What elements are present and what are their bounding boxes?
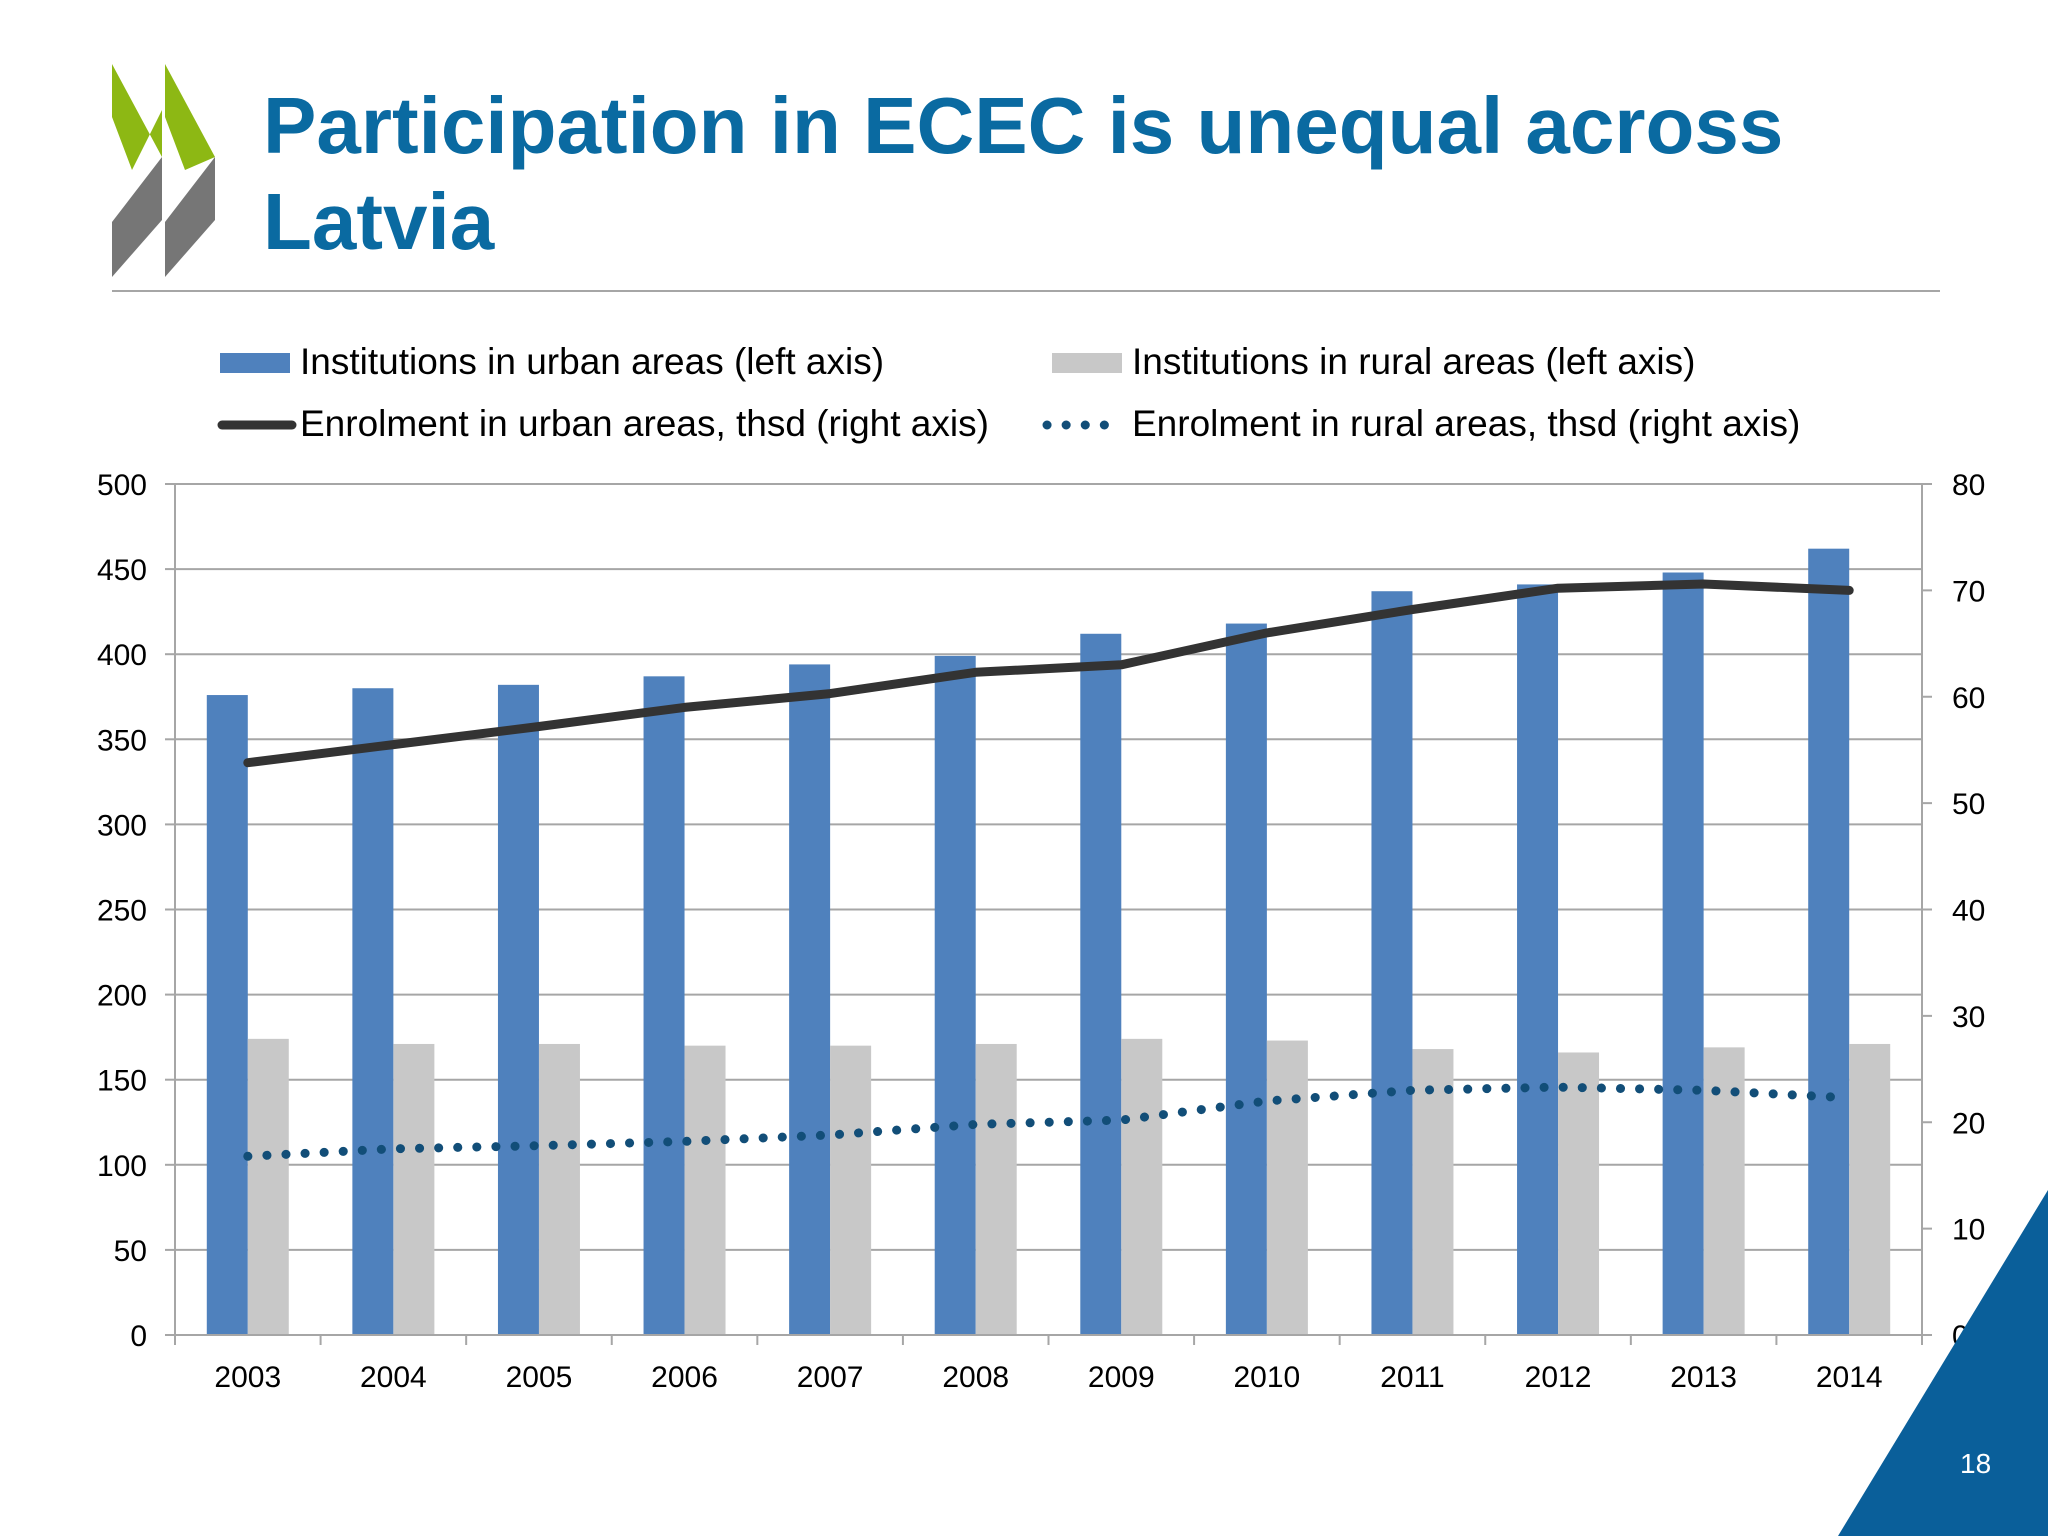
oecd-logo bbox=[112, 64, 215, 277]
slide-title: Participation in ECEC is unequal across … bbox=[263, 81, 1784, 266]
bar-rural-institutions bbox=[684, 1045, 726, 1335]
bar-urban-institutions bbox=[497, 684, 539, 1335]
left-axis-tick-label: 0 bbox=[130, 1320, 147, 1353]
x-axis-tick-label: 2011 bbox=[1380, 1361, 1445, 1394]
left-axis-tick-label: 450 bbox=[97, 554, 147, 587]
right-axis-tick-label: 20 bbox=[1952, 1107, 1985, 1140]
x-axis-tick-label: 2006 bbox=[651, 1361, 718, 1394]
left-axis-tick-label: 400 bbox=[97, 639, 147, 672]
right-axis-tick-label: 30 bbox=[1952, 1001, 1985, 1034]
bar-urban-institutions bbox=[1225, 623, 1267, 1335]
bar-rural-institutions bbox=[1121, 1038, 1163, 1335]
bar-rural-institutions bbox=[1266, 1040, 1308, 1335]
x-axis-tick-label: 2013 bbox=[1670, 1361, 1737, 1394]
x-axis-tick-label: 2009 bbox=[1088, 1361, 1155, 1394]
bar-urban-institutions bbox=[1371, 591, 1413, 1335]
x-axis-tick-label: 2005 bbox=[506, 1361, 573, 1394]
page-number: 18 bbox=[1960, 1448, 1992, 1479]
bar-rural-institutions bbox=[1558, 1052, 1600, 1335]
bar-rural-institutions bbox=[1412, 1049, 1454, 1335]
legend-label: Institutions in rural areas (left axis) bbox=[1132, 341, 1695, 382]
left-axis-tick-label: 250 bbox=[97, 895, 147, 928]
line-urban-enrolment bbox=[243, 579, 1854, 768]
right-axis-tick-label: 80 bbox=[1952, 469, 1985, 502]
left-axis-tick-label: 300 bbox=[97, 809, 147, 842]
bar-urban-institutions bbox=[206, 695, 248, 1335]
bar-rural-institutions bbox=[393, 1043, 435, 1335]
legend-label: Institutions in urban areas (left axis) bbox=[300, 341, 884, 382]
x-axis-tick-label: 2008 bbox=[942, 1361, 1009, 1394]
legend-swatch bbox=[220, 353, 290, 373]
logo-chevron-right-gray bbox=[165, 157, 215, 277]
bar-urban-institutions bbox=[789, 664, 831, 1335]
bar-urban-institutions bbox=[1080, 633, 1122, 1335]
x-axis-tick-label: 2012 bbox=[1525, 1361, 1592, 1394]
right-axis-tick-label: 60 bbox=[1952, 682, 1985, 715]
bar-rural-institutions bbox=[247, 1038, 289, 1335]
x-axis-tick-label: 2007 bbox=[797, 1361, 864, 1394]
x-axis-tick-label: 2010 bbox=[1234, 1361, 1301, 1394]
left-axis-tick-label: 350 bbox=[97, 724, 147, 757]
right-axis-tick-label: 50 bbox=[1952, 788, 1985, 821]
logo-chevron-right-green bbox=[165, 64, 215, 170]
bar-urban-institutions bbox=[1662, 572, 1704, 1335]
left-axis-tick-label: 100 bbox=[97, 1150, 147, 1183]
legend-swatch bbox=[1052, 353, 1122, 373]
legend-label: Enrolment in rural areas, thsd (right ax… bbox=[1132, 403, 1800, 444]
chart-legend: Institutions in urban areas (left axis) I… bbox=[217, 341, 1800, 444]
bar-rural-institutions bbox=[830, 1045, 872, 1335]
bar-urban-institutions bbox=[643, 676, 685, 1335]
left-axis-tick-label: 50 bbox=[114, 1235, 147, 1268]
right-axis-tick-label: 40 bbox=[1952, 895, 1985, 928]
logo-chevron-left-gray bbox=[112, 157, 162, 277]
bar-urban-institutions bbox=[352, 688, 394, 1335]
right-axis-tick-label: 70 bbox=[1952, 575, 1985, 608]
bar-rural-institutions bbox=[538, 1043, 580, 1335]
x-axis-tick-label: 2004 bbox=[360, 1361, 427, 1394]
title-divider bbox=[112, 290, 1940, 292]
legend-label: Enrolment in urban areas, thsd (right ax… bbox=[300, 403, 989, 444]
x-axis-tick-label: 2003 bbox=[214, 1361, 281, 1394]
left-axis-tick-label: 200 bbox=[97, 980, 147, 1013]
right-axis-tick-label: 0 bbox=[1952, 1320, 1969, 1353]
bar-urban-institutions bbox=[934, 655, 976, 1335]
bar-rural-institutions bbox=[1849, 1043, 1891, 1335]
left-axis-tick-label: 150 bbox=[97, 1065, 147, 1098]
bar-rural-institutions bbox=[975, 1043, 1017, 1335]
x-axis-tick-label: 2014 bbox=[1816, 1361, 1883, 1394]
right-axis-tick-label: 10 bbox=[1952, 1214, 1985, 1247]
bar-urban-institutions bbox=[1808, 548, 1850, 1335]
chart-grid bbox=[175, 483, 1922, 1336]
bar-urban-institutions bbox=[1517, 584, 1559, 1335]
left-axis-tick-label: 500 bbox=[97, 469, 147, 502]
logo-chevron-left-green bbox=[112, 64, 162, 170]
chart-lines bbox=[243, 579, 1854, 1161]
line-rural-enrolment bbox=[243, 1082, 1854, 1161]
